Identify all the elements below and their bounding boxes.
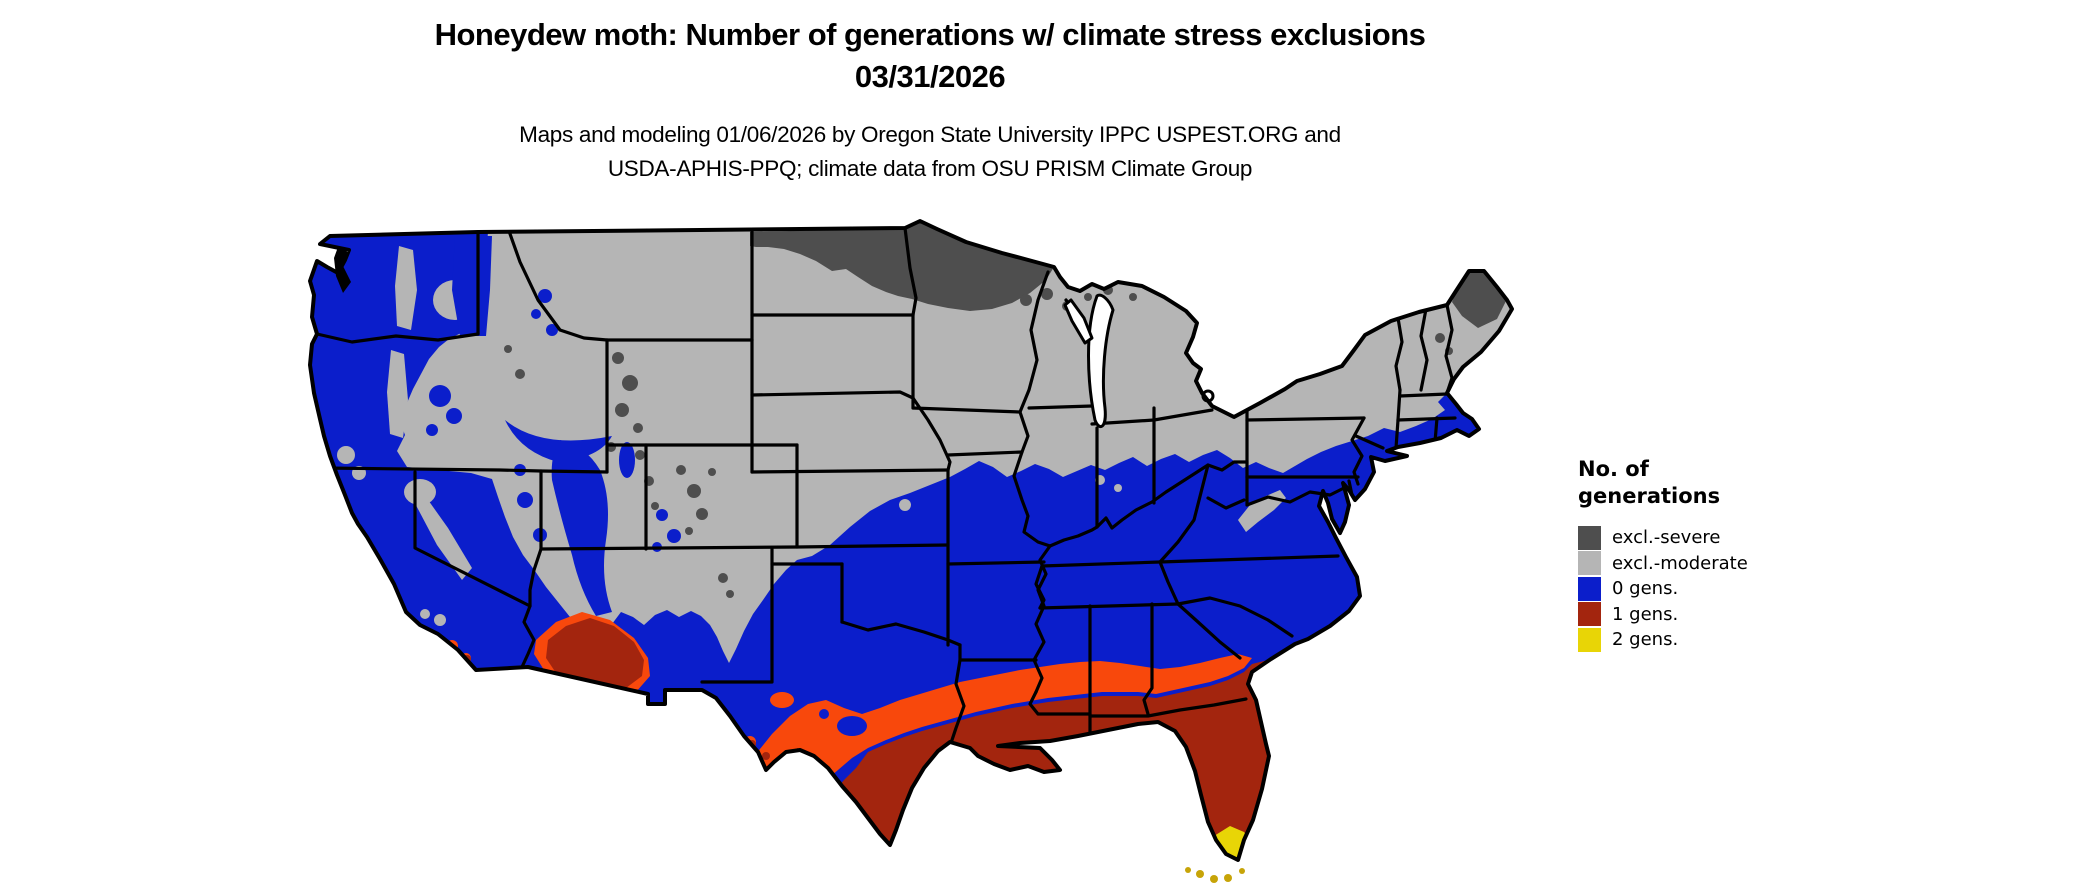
legend-item-2-gens: 2 gens. (1578, 627, 1748, 653)
title-block: Honeydew moth: Number of generations w/ … (0, 14, 1860, 98)
legend-swatch-excl-severe (1578, 525, 1601, 550)
legend-title: No. of generations (1578, 457, 1721, 508)
legend-swatch-2-gens (1578, 627, 1601, 652)
subtitle-line-2: USDA-APHIS-PPQ; climate data from OSU PR… (607, 156, 1253, 181)
legend-label-2-gens: 2 gens. (1612, 629, 1679, 651)
legend-label-excl-moderate: excl.-moderate (1612, 552, 1748, 574)
legend-items: excl.-severe excl.-moderate 0 gens. 1 ge… (1578, 525, 1748, 653)
florida-keys (1185, 867, 1245, 883)
legend-swatch-0-gens (1578, 576, 1601, 601)
lake-michigan (1087, 293, 1115, 429)
legend-label-excl-severe: excl.-severe (1612, 527, 1721, 549)
legend-item-1-gens: 1 gens. (1578, 602, 1748, 628)
state-borders (315, 226, 1457, 748)
puget-sound (334, 247, 351, 293)
legend-item-0-gens: 0 gens. (1578, 576, 1748, 602)
subtitle-line-1: Maps and modeling 01/06/2026 by Oregon S… (519, 122, 1341, 147)
legend-swatch-1-gens (1578, 602, 1601, 627)
map-date: 03/31/2026 (854, 59, 1006, 94)
legend-swatch-excl-moderate (1578, 551, 1601, 576)
blue-pockets-texas (819, 709, 867, 736)
blue-patches-interior (426, 236, 681, 616)
region-excl-severe (504, 221, 1506, 598)
legend-label-0-gens: 0 gens. (1612, 578, 1679, 600)
us-outline (308, 219, 1514, 862)
legend-item-excl-moderate: excl.-moderate (1578, 551, 1748, 577)
legend-label-1-gens: 1 gens. (1612, 603, 1679, 625)
region-excl-moderate (397, 221, 1512, 663)
green-bay (1063, 298, 1094, 345)
legend-item-excl-severe: excl.-severe (1578, 525, 1748, 551)
legend: No. of generations excl.-severe excl.-mo… (1578, 456, 1748, 653)
subtitle-block: Maps and modeling 01/06/2026 by Oregon S… (0, 118, 1860, 186)
page-title: Honeydew moth: Number of generations w/ … (434, 17, 1426, 52)
